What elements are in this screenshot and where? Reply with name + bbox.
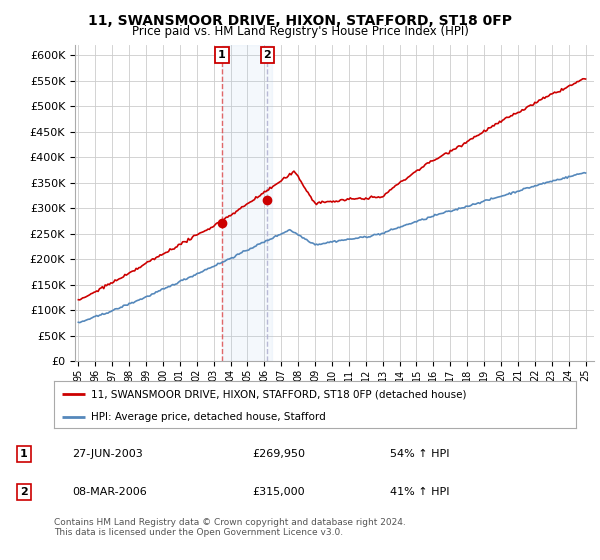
Text: 27-JUN-2003: 27-JUN-2003 xyxy=(72,449,143,459)
Text: 11, SWANSMOOR DRIVE, HIXON, STAFFORD, ST18 0FP (detached house): 11, SWANSMOOR DRIVE, HIXON, STAFFORD, ST… xyxy=(91,389,466,399)
Text: 11, SWANSMOOR DRIVE, HIXON, STAFFORD, ST18 0FP: 11, SWANSMOOR DRIVE, HIXON, STAFFORD, ST… xyxy=(88,14,512,28)
Text: 2: 2 xyxy=(263,50,271,60)
Text: 08-MAR-2006: 08-MAR-2006 xyxy=(72,487,147,497)
Text: Contains HM Land Registry data © Crown copyright and database right 2024.
This d: Contains HM Land Registry data © Crown c… xyxy=(54,518,406,538)
Text: 1: 1 xyxy=(218,50,226,60)
Text: 1: 1 xyxy=(20,449,28,459)
Bar xyxy=(222,45,272,361)
Text: £315,000: £315,000 xyxy=(252,487,305,497)
Text: Price paid vs. HM Land Registry's House Price Index (HPI): Price paid vs. HM Land Registry's House … xyxy=(131,25,469,38)
Text: 54% ↑ HPI: 54% ↑ HPI xyxy=(390,449,449,459)
Text: £269,950: £269,950 xyxy=(252,449,305,459)
Text: 2: 2 xyxy=(20,487,28,497)
Text: 41% ↑ HPI: 41% ↑ HPI xyxy=(390,487,449,497)
Text: HPI: Average price, detached house, Stafford: HPI: Average price, detached house, Staf… xyxy=(91,412,325,422)
